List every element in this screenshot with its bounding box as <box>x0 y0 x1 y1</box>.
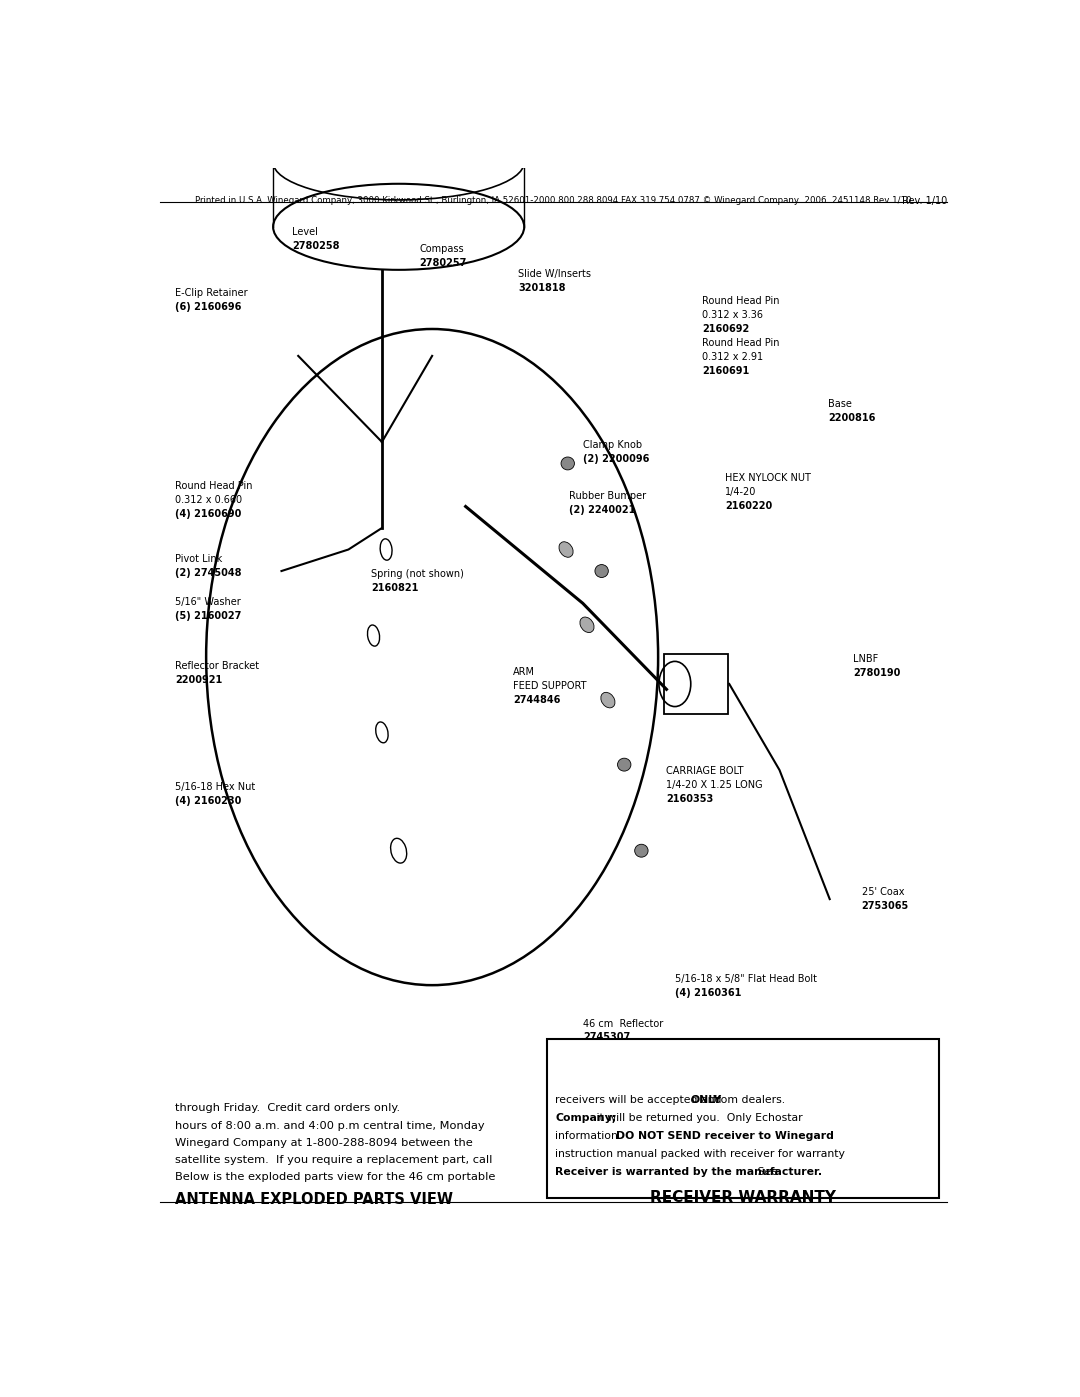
Text: 2160220: 2160220 <box>725 502 772 511</box>
Text: 0.312 x 3.36: 0.312 x 3.36 <box>702 310 764 320</box>
Text: 2780190: 2780190 <box>853 668 901 678</box>
Text: Receiver is warranted by the manufacturer.: Receiver is warranted by the manufacture… <box>555 1166 822 1176</box>
Text: (6) 2160696: (6) 2160696 <box>175 302 242 312</box>
Text: 2780257: 2780257 <box>420 258 467 268</box>
Text: 2160691: 2160691 <box>702 366 750 376</box>
Text: 2200921: 2200921 <box>175 675 222 686</box>
Text: satellite system.  If you require a replacement part, call: satellite system. If you require a repla… <box>175 1155 492 1165</box>
Text: Pivot Link: Pivot Link <box>175 553 222 564</box>
Text: 46 cm  Reflector: 46 cm Reflector <box>583 1018 663 1028</box>
Text: FEED SUPPORT: FEED SUPPORT <box>513 680 586 690</box>
Ellipse shape <box>580 617 594 633</box>
Text: Level: Level <box>293 226 319 237</box>
Text: 2745307: 2745307 <box>583 1032 630 1042</box>
Text: (5) 2160027: (5) 2160027 <box>175 610 242 620</box>
Text: 5/16" Washer: 5/16" Washer <box>175 597 241 606</box>
Text: 2200816: 2200816 <box>828 414 876 423</box>
Text: Rubber Bumper: Rubber Bumper <box>568 492 646 502</box>
Ellipse shape <box>618 759 631 771</box>
Ellipse shape <box>561 457 575 469</box>
Text: Company;: Company; <box>555 1113 617 1123</box>
Text: 25' Coax: 25' Coax <box>862 887 904 897</box>
Text: 0.312 x 0.660: 0.312 x 0.660 <box>175 495 242 504</box>
Text: DO NOT SEND receiver to Winegard: DO NOT SEND receiver to Winegard <box>616 1130 834 1141</box>
Ellipse shape <box>600 693 615 708</box>
Text: 1/4-20: 1/4-20 <box>725 488 756 497</box>
Text: 2160353: 2160353 <box>666 793 714 803</box>
Text: Below is the exploded parts view for the 46 cm portable: Below is the exploded parts view for the… <box>175 1172 496 1182</box>
Text: information.: information. <box>555 1130 629 1141</box>
Text: 2160821: 2160821 <box>372 583 418 592</box>
Text: Round Head Pin: Round Head Pin <box>702 338 780 348</box>
Text: Round Head Pin: Round Head Pin <box>175 481 253 490</box>
Ellipse shape <box>595 564 608 577</box>
Text: (4) 2160690: (4) 2160690 <box>175 509 242 518</box>
Text: 2753065: 2753065 <box>862 901 908 911</box>
Text: 5/16-18 x 5/8" Flat Head Bolt: 5/16-18 x 5/8" Flat Head Bolt <box>675 975 816 985</box>
Text: receivers will be accepted and: receivers will be accepted and <box>555 1095 725 1105</box>
Text: CARRIAGE BOLT: CARRIAGE BOLT <box>666 766 744 775</box>
Text: Compass: Compass <box>420 244 464 254</box>
Text: RECEIVER WARRANTY: RECEIVER WARRANTY <box>650 1190 836 1204</box>
Text: 0.312 x 2.91: 0.312 x 2.91 <box>702 352 764 362</box>
FancyBboxPatch shape <box>546 1039 939 1199</box>
Text: Round Head Pin: Round Head Pin <box>702 296 780 306</box>
Text: it will be returned you.  Only Echostar: it will be returned you. Only Echostar <box>593 1113 802 1123</box>
Text: Printed in U.S.A. Winegard Company, 3000 Kirkwood St., Burlington, IA 52601-2000: Printed in U.S.A. Winegard Company, 3000… <box>195 196 912 204</box>
Text: Reflector Bracket: Reflector Bracket <box>175 661 259 672</box>
Text: Rev. 1/10: Rev. 1/10 <box>902 197 947 207</box>
Text: Slide W/Inserts: Slide W/Inserts <box>518 268 592 279</box>
Text: Base: Base <box>828 400 852 409</box>
Text: See: See <box>754 1166 778 1176</box>
Text: E-Clip Retainer: E-Clip Retainer <box>175 288 247 298</box>
Text: instruction manual packed with receiver for warranty: instruction manual packed with receiver … <box>555 1148 845 1160</box>
Text: hours of 8:00 a.m. and 4:00 p.m central time, Monday: hours of 8:00 a.m. and 4:00 p.m central … <box>175 1120 485 1130</box>
Ellipse shape <box>635 844 648 858</box>
Text: (2) 2240021: (2) 2240021 <box>568 506 635 515</box>
Text: 3201818: 3201818 <box>518 282 566 293</box>
Ellipse shape <box>559 542 573 557</box>
Text: 5/16-18 Hex Nut: 5/16-18 Hex Nut <box>175 782 256 792</box>
Text: ARM: ARM <box>513 666 536 676</box>
Text: Clamp Knob: Clamp Knob <box>583 440 642 450</box>
Bar <box>664 654 728 714</box>
Text: HEX NYLOCK NUT: HEX NYLOCK NUT <box>725 474 811 483</box>
Text: Winegard Company at 1-800-288-8094 between the: Winegard Company at 1-800-288-8094 betwe… <box>175 1139 473 1148</box>
Text: through Friday.  Credit card orders only.: through Friday. Credit card orders only. <box>175 1104 401 1113</box>
Text: from dealers.: from dealers. <box>708 1095 785 1105</box>
Text: 1/4-20 X 1.25 LONG: 1/4-20 X 1.25 LONG <box>666 780 764 789</box>
Text: Spring (not shown): Spring (not shown) <box>372 569 464 578</box>
Text: 2160692: 2160692 <box>702 324 750 334</box>
Text: LNBF: LNBF <box>853 654 878 664</box>
Text: (2) 2200096: (2) 2200096 <box>583 454 649 464</box>
Text: 2780258: 2780258 <box>293 240 340 251</box>
Text: (4) 2160230: (4) 2160230 <box>175 796 242 806</box>
Text: (4) 2160361: (4) 2160361 <box>675 989 741 999</box>
Text: ONLY: ONLY <box>690 1095 721 1105</box>
Text: (2) 2745048: (2) 2745048 <box>175 567 242 578</box>
Text: 2744846: 2744846 <box>513 694 561 704</box>
Text: ANTENNA EXPLODED PARTS VIEW: ANTENNA EXPLODED PARTS VIEW <box>175 1192 454 1207</box>
